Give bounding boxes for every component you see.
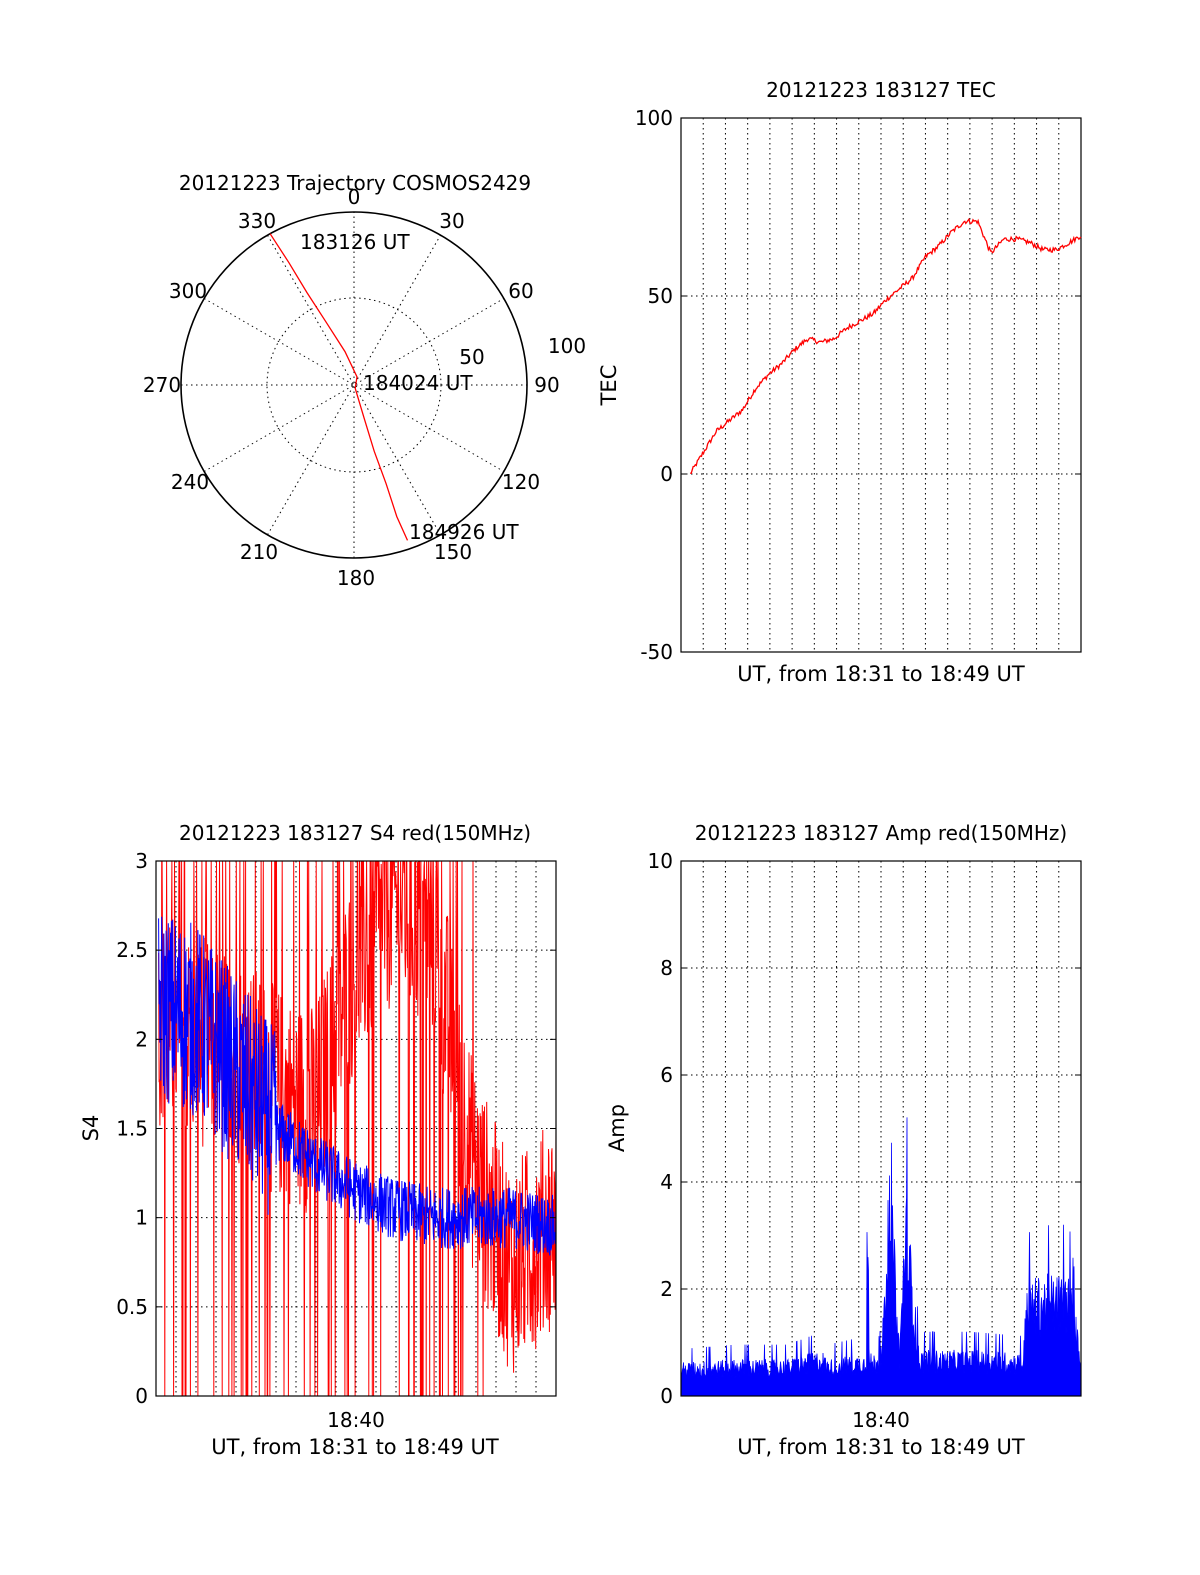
angle-label-180: 180 [337,566,375,590]
ytick-label: 0 [660,1384,673,1408]
ytick-label: 4 [660,1170,673,1194]
angle-label-330: 330 [238,209,276,233]
tec-plot-frame [680,117,1082,653]
tec-series-line [690,217,1082,474]
angle-label-150: 150 [434,540,472,564]
angle-label-210: 210 [240,540,278,564]
trajectory-title: 20121223 Trajectory COSMOS2429 [179,171,531,195]
angle-label-300: 300 [169,279,207,303]
ytick-label: 2 [135,1027,148,1051]
tec-yticks: 100 50 0 -50 [635,106,1081,664]
angle-label-240: 240 [171,470,209,494]
ytick-label: 50 [648,284,673,308]
ytick-label: 8 [660,956,673,980]
s4-series-blue [158,916,557,1256]
ytick-label: 2.5 [116,938,148,962]
polar-angle-labels: 0 30 60 90 120 150 180 210 240 270 300 3… [143,185,560,590]
amp-grid [681,861,1081,1396]
tec-xlabel: UT, from 18:31 to 18:49 UT [737,662,1025,686]
ytick-label: 1.5 [116,1117,148,1141]
trajectory-start-time: 183126 UT [300,230,410,254]
ytick-label: 100 [635,106,673,130]
ytick-label: 10 [648,849,673,873]
ytick-label: 1 [135,1206,148,1230]
polar-inner-circle [266,297,442,473]
trajectory-panel: 20121223 Trajectory COSMOS2429 0 30 60 9… [143,171,586,590]
trajectory-mid-time: 184024 UT [363,371,473,395]
ytick-label: 0 [135,1384,148,1408]
amp-yticks: 10 8 6 4 2 0 [648,849,1081,1408]
ytick-label: 3 [135,849,148,873]
angle-label-0: 0 [348,185,361,209]
amp-series [680,1117,1082,1397]
tec-panel: 20121223 183127 TEC 100 50 0 -50 UT, from 1… [597,78,1082,686]
angle-label-120: 120 [502,470,540,494]
ytick-label: 0.5 [116,1295,148,1319]
radial-label-100: 100 [548,334,586,358]
angle-label-30: 30 [439,209,464,233]
ytick-label: -50 [640,640,673,664]
ytick-label: 6 [660,1063,673,1087]
polar-outer-circle [180,211,528,559]
tec-ylabel: TEC [597,365,621,407]
tec-title: 20121223 183127 TEC [766,78,996,102]
angle-label-90: 90 [534,373,559,397]
s4-ylabel: S4 [79,1115,103,1142]
amp-xtick-label: 18:40 [852,1408,910,1432]
trajectory-line [269,233,409,541]
amp-series-fill [680,1117,1082,1397]
ytick-label: 0 [660,462,673,486]
amp-xlabel: UT, from 18:31 to 18:49 UT [737,1435,1025,1459]
angle-label-60: 60 [508,279,533,303]
s4-title: 20121223 183127 S4 red(150MHz) [179,821,531,845]
radial-label-50: 50 [459,345,484,369]
s4-yticks: 3 2.5 2 1.5 1 0.5 0 [116,849,556,1408]
amp-panel: 20121223 183127 Amp red(150MHz) 1086420 … [605,821,1082,1459]
s4-xtick-label: 18:40 [327,1408,385,1432]
amp-title: 20121223 183127 Amp red(150MHz) [695,821,1067,845]
polar-grid [181,212,527,558]
ytick-label: 2 [660,1277,673,1301]
trajectory-end-time: 184926 UT [409,520,519,544]
tec-grid [681,118,1081,652]
s4-panel: 20121223 183127 S4 red(150MHz) 3 2.5 2 1.5 1… [79,821,557,1459]
amp-ylabel: Amp [605,1104,629,1152]
amp-plot-frame [680,860,1082,1397]
angle-label-270: 270 [143,373,181,397]
s4-xlabel: UT, from 18:31 to 18:49 UT [211,1435,499,1459]
